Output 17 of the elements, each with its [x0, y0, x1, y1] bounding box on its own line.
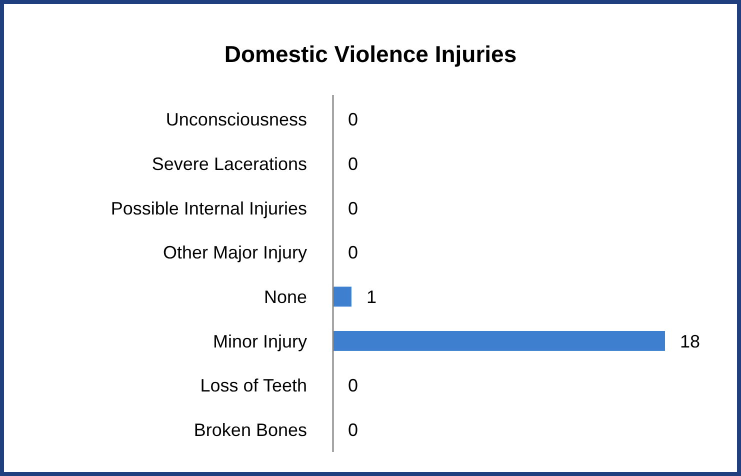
data-label: 1 [366, 286, 376, 307]
data-label: 0 [348, 154, 358, 174]
y-tick-label: Loss of Teeth [200, 376, 307, 396]
y-tick-label: Possible Internal Injuries [110, 198, 307, 218]
chart-title: Domestic Violence Injuries [224, 41, 517, 67]
y-tick-label: Unconsciousness [166, 110, 307, 130]
y-tick-label: Minor Injury [212, 331, 307, 352]
data-label: 0 [348, 110, 358, 130]
y-tick-label: Other Major Injury [162, 242, 307, 263]
data-label: 0 [348, 376, 358, 396]
y-tick-label: Severe Lacerations [152, 154, 307, 174]
data-label: 0 [348, 242, 358, 263]
data-label: 0 [348, 198, 358, 218]
data-label: 0 [348, 420, 358, 440]
data-label: 18 [680, 331, 700, 352]
y-tick-label: None [264, 286, 307, 307]
y-tick-label: Broken Bones [194, 420, 307, 440]
